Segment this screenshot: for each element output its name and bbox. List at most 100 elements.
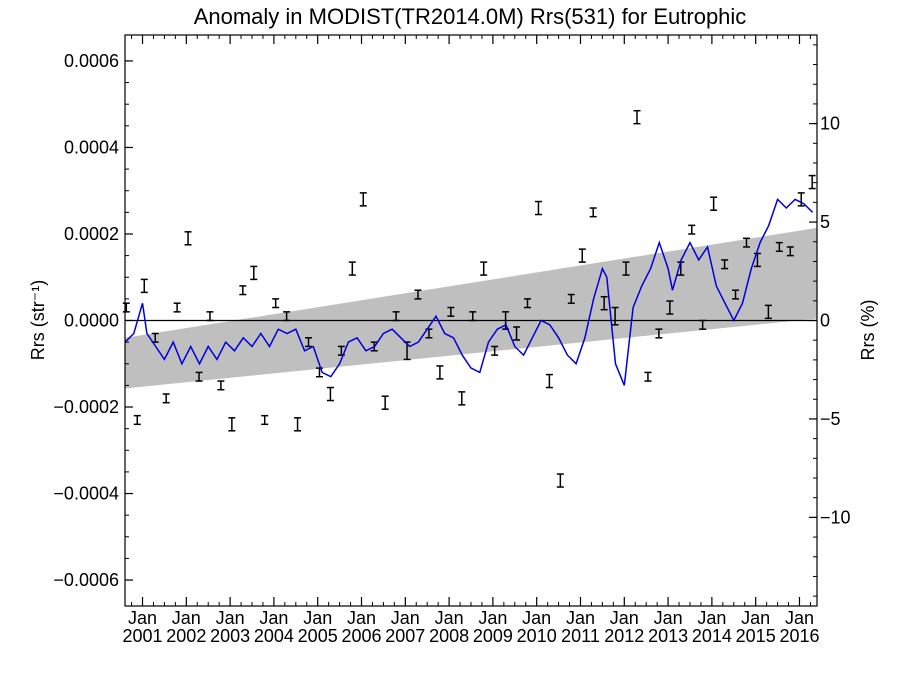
x-tick-label-month: Jan	[654, 608, 683, 628]
y-tick-label: 0.0006	[64, 51, 119, 71]
error-bar	[217, 380, 225, 391]
error-bar	[133, 414, 141, 426]
error-bar	[228, 417, 236, 432]
error-bar	[556, 473, 564, 488]
x-tick-label-year: 2003	[210, 626, 250, 646]
x-tick-label-year: 2008	[429, 626, 469, 646]
error-bar	[250, 265, 258, 281]
y-tick-label: 0.0000	[64, 311, 119, 331]
x-tick-label-year: 2016	[779, 626, 819, 646]
y-right-tick-label: 0	[820, 311, 830, 331]
x-tick-label-year: 2010	[517, 626, 557, 646]
error-bar-series	[122, 109, 816, 488]
error-bar	[122, 302, 130, 313]
y-axis-left: −0.0006 −0.0004 −0.0002 0.0000 0.0002 0.0004 0…	[53, 51, 133, 590]
error-bar	[644, 371, 652, 382]
x-tick-label-month: Jan	[172, 608, 201, 628]
error-bar	[458, 391, 466, 406]
error-bar	[513, 326, 521, 341]
x-tick-label-year: 2002	[166, 626, 206, 646]
error-bar	[469, 311, 477, 322]
y-axis-label-left: Rrs (str⁻¹)	[28, 280, 48, 360]
x-tick-label-month: Jan	[259, 608, 288, 628]
error-bar	[600, 295, 608, 311]
x-tick-label-month: Jan	[610, 608, 639, 628]
error-bar	[326, 386, 334, 402]
error-bar	[359, 192, 367, 207]
x-tick-label-year: 2001	[122, 626, 162, 646]
x-tick-label-year: 2005	[298, 626, 338, 646]
error-bar	[589, 207, 597, 218]
smoothed-anomaly-line	[124, 198, 814, 386]
error-bar	[491, 345, 499, 356]
error-bar	[261, 414, 269, 426]
x-tick-label-month: Jan	[741, 608, 770, 628]
error-bar	[710, 196, 718, 211]
error-bar	[622, 261, 630, 276]
y-right-tick-label: 10	[820, 114, 840, 134]
error-bar	[688, 224, 696, 235]
y-tick-label: 0.0004	[64, 137, 119, 157]
x-tick-label-month: Jan	[216, 608, 245, 628]
x-tick-label-year: 2015	[736, 626, 776, 646]
error-bar	[305, 337, 313, 348]
x-tick-label-month: Jan	[566, 608, 595, 628]
chart-title: Anomaly in MODIST(TR2014.0M) Rrs(531) fo…	[194, 4, 747, 29]
error-bar	[545, 373, 553, 389]
x-tick-label-month: Jan	[522, 608, 551, 628]
y-axis-right: −10 −5 0 5 10	[809, 44, 851, 597]
error-bar	[732, 289, 740, 300]
error-bar	[436, 365, 444, 380]
error-bar	[206, 311, 214, 322]
error-bar	[173, 302, 181, 313]
y-right-tick-label: −10	[820, 507, 851, 527]
error-bar	[633, 109, 641, 125]
error-bar	[578, 248, 586, 263]
error-bar	[611, 306, 619, 326]
y-right-tick-label: 5	[820, 212, 830, 232]
error-bar	[808, 174, 816, 190]
error-bar	[392, 311, 400, 322]
x-tick-label-month: Jan	[478, 608, 507, 628]
y-tick-label: −0.0006	[53, 570, 119, 590]
error-bar	[239, 285, 247, 296]
plot-area	[122, 34, 818, 607]
error-bar	[523, 298, 531, 309]
x-tick-label-month: Jan	[785, 608, 814, 628]
error-bar	[480, 261, 488, 276]
y-right-tick-label: −5	[820, 409, 841, 429]
x-tick-label-month: Jan	[303, 608, 332, 628]
x-tick-label-year: 2004	[254, 626, 294, 646]
error-bar	[534, 200, 542, 216]
error-bar	[184, 231, 192, 246]
error-bar	[140, 278, 148, 294]
x-tick-label-year: 2006	[341, 626, 381, 646]
x-tick-label-month: Jan	[128, 608, 157, 628]
y-axis-label-right: Rrs (%)	[858, 300, 878, 361]
y-tick-label: −0.0002	[53, 397, 119, 417]
error-bar	[414, 289, 422, 300]
y-tick-label: 0.0002	[64, 224, 119, 244]
x-tick-label-year: 2011	[561, 626, 600, 646]
error-bar	[162, 393, 170, 404]
error-bar	[797, 192, 805, 207]
x-tick-label-year: 2013	[648, 626, 688, 646]
error-bar	[348, 261, 356, 276]
x-tick-label-month: Jan	[435, 608, 464, 628]
x-tick-label-month: Jan	[347, 608, 376, 628]
error-bar	[195, 371, 203, 382]
x-tick-label-year: 2012	[604, 626, 644, 646]
error-bar	[315, 367, 323, 378]
error-bar	[381, 395, 389, 410]
trend-band	[125, 227, 817, 389]
error-bar	[283, 311, 291, 322]
error-bar	[775, 241, 783, 253]
error-bar	[655, 328, 663, 339]
error-bar	[699, 319, 707, 330]
error-bar	[742, 237, 750, 248]
y-tick-label: −0.0004	[53, 484, 119, 504]
error-bar	[764, 304, 772, 320]
error-bar	[753, 252, 761, 268]
error-bar	[272, 298, 280, 309]
